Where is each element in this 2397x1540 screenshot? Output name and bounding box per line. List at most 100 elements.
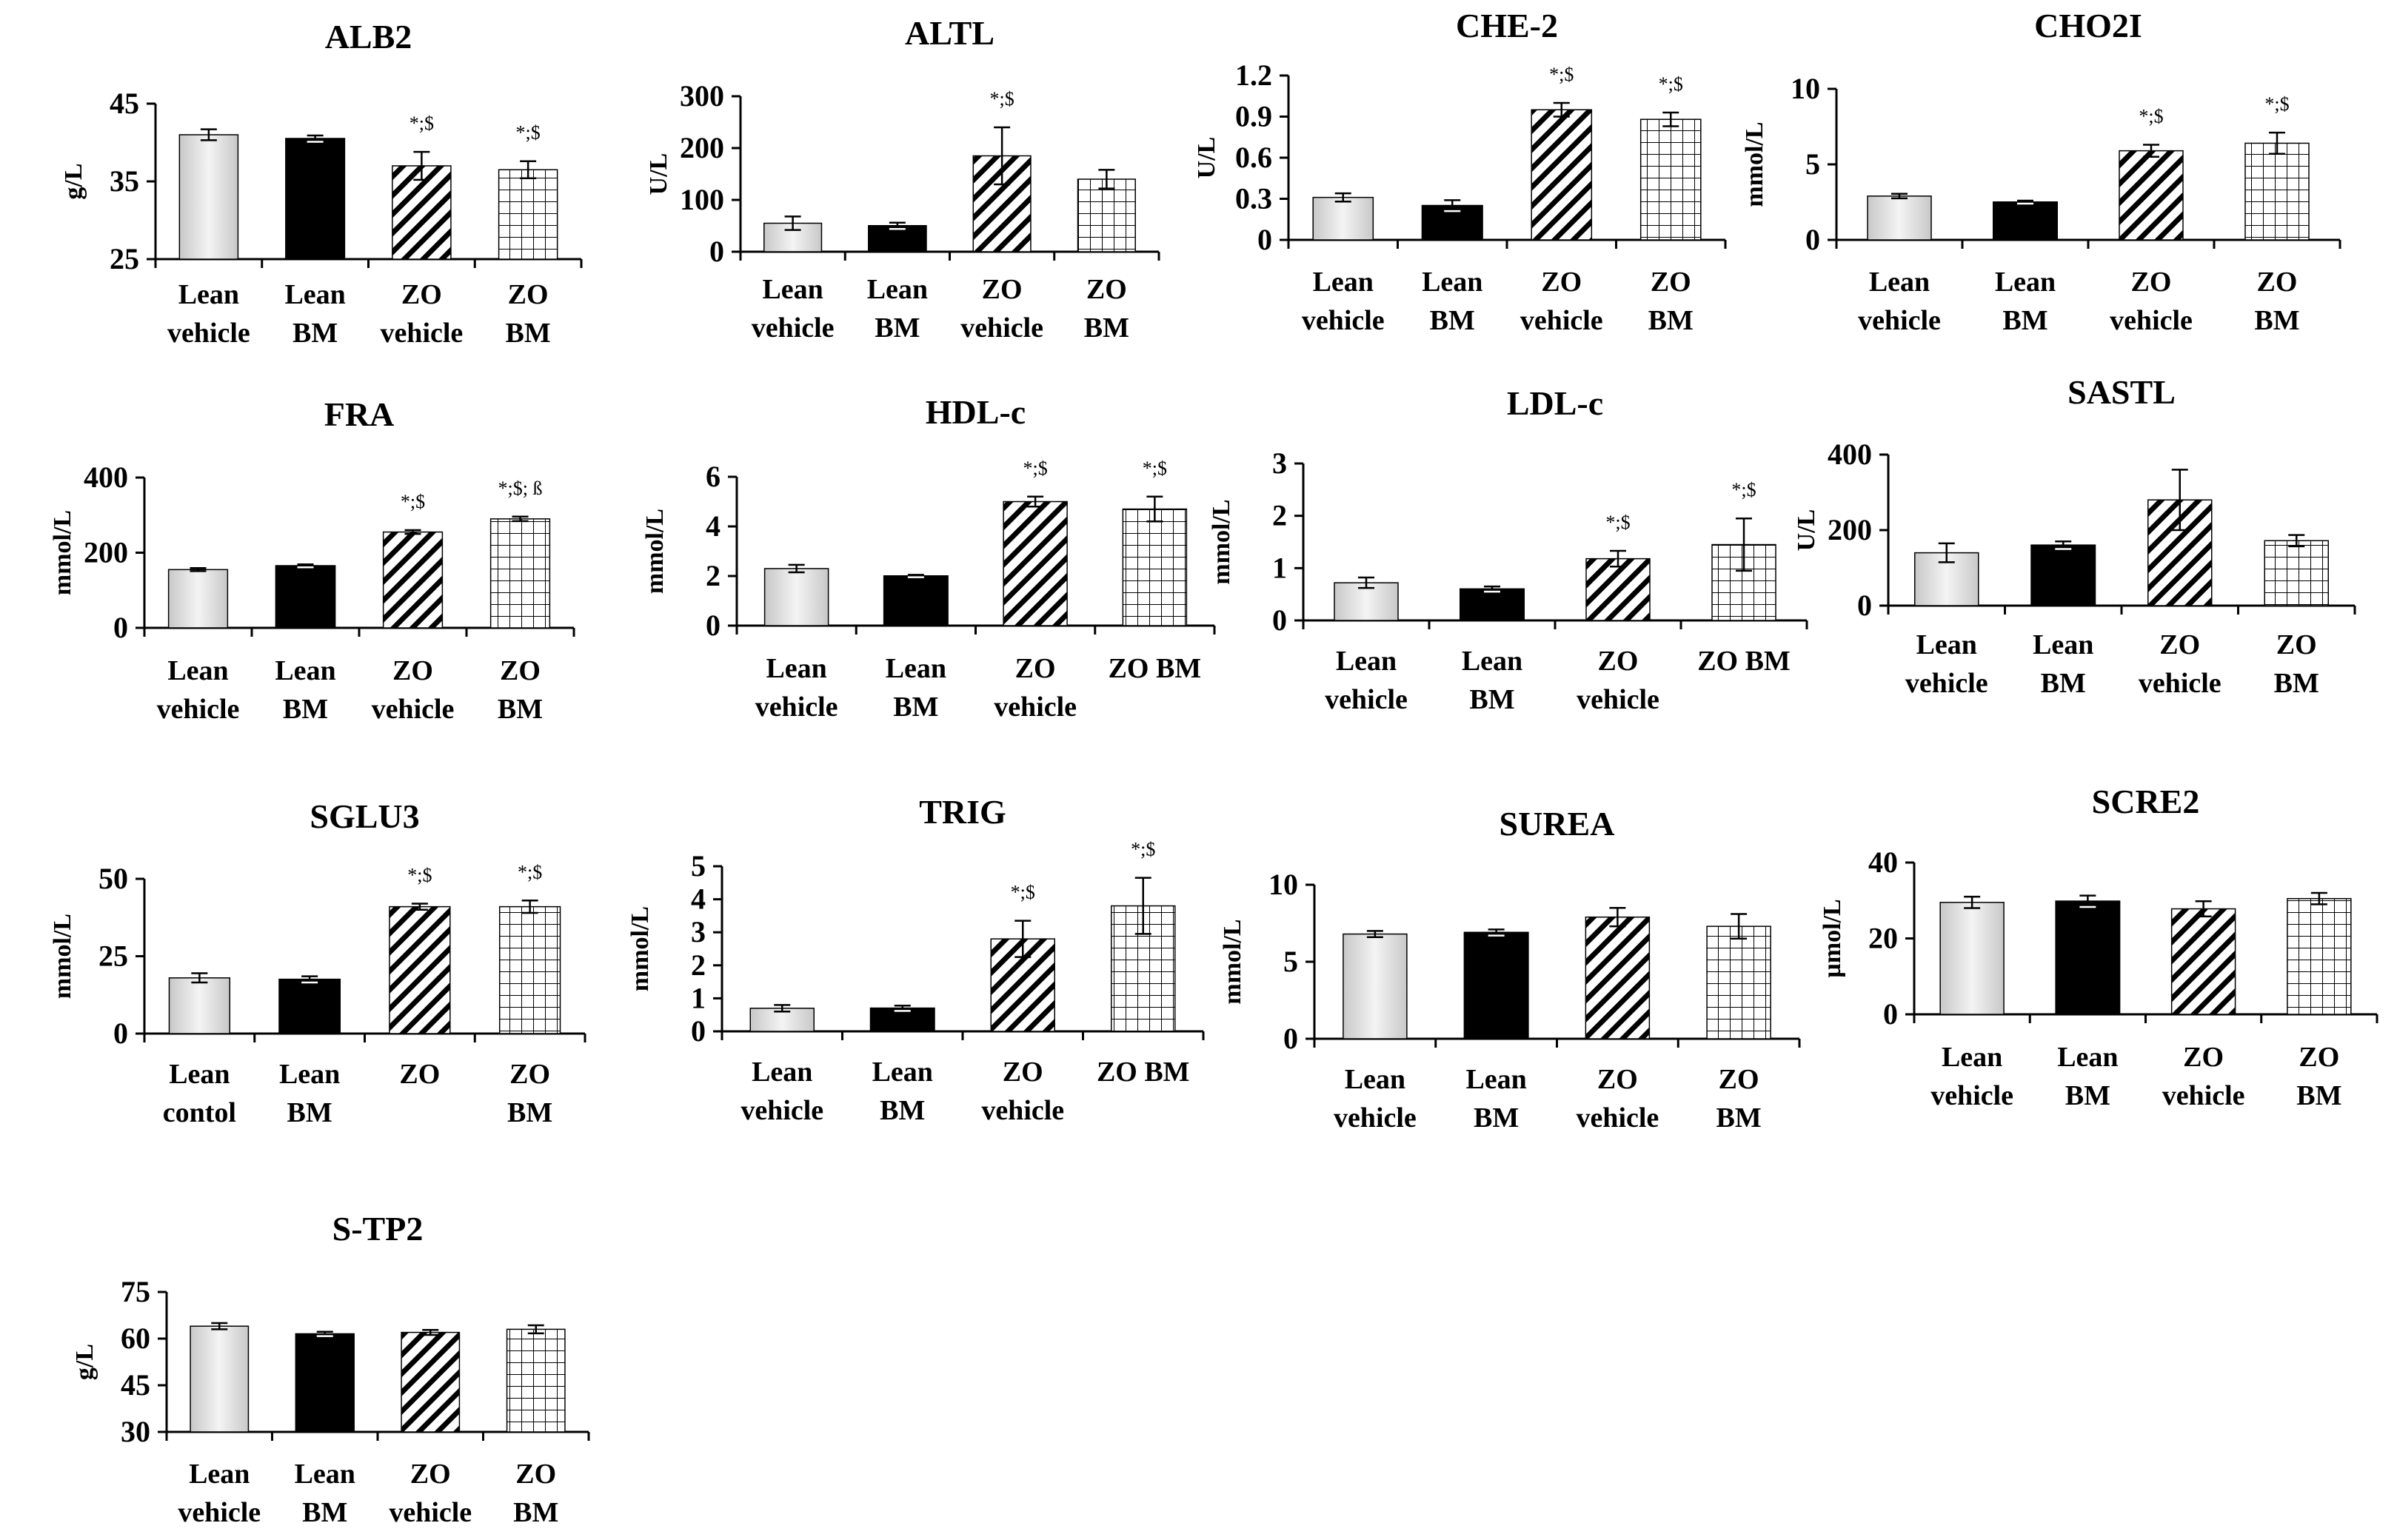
bar-light-gray-fill bbox=[190, 1325, 250, 1433]
bar-light-gray-fill bbox=[1867, 195, 1932, 241]
x-category-label: vehicle bbox=[167, 318, 250, 349]
x-category-label: BM bbox=[1084, 312, 1129, 344]
bar-grid-hatch bbox=[498, 905, 561, 1034]
y-tick-label: 0 bbox=[1272, 603, 1287, 637]
bar-diagonal-hatch bbox=[389, 905, 451, 1034]
y-axis-label: U/L bbox=[1793, 509, 1820, 552]
significance-label: *;$ bbox=[1011, 882, 1035, 903]
significance-label: *;$ bbox=[990, 88, 1014, 110]
x-category-label: Lean bbox=[762, 274, 823, 305]
y-tick-label: 45 bbox=[110, 87, 139, 120]
y-axis-label: mmol/L bbox=[1208, 499, 1235, 584]
y-tick-label: 0 bbox=[706, 609, 721, 642]
bar-solid-black-fill bbox=[869, 1007, 935, 1033]
x-category-label: vehicle bbox=[2110, 305, 2193, 336]
y-axis-label: mmol/L bbox=[626, 906, 654, 991]
chart-panel-fra: FRA mmol/L 0 200 400 Lean vehicle Lean BM *;$ ZO ve… bbox=[49, 395, 575, 725]
y-tick-label: 0 bbox=[113, 1017, 128, 1050]
x-category-label: BM bbox=[2065, 1080, 2110, 1111]
x-category-label: ZO bbox=[1086, 274, 1127, 305]
significance-label: *;$ bbox=[2264, 93, 2289, 115]
x-category-label: ZO bbox=[2276, 629, 2317, 660]
x-category-label: vehicle bbox=[389, 1497, 472, 1528]
y-tick-label: 2 bbox=[691, 948, 706, 982]
x-category-label: Lean bbox=[284, 279, 345, 310]
x-category-label: vehicle bbox=[994, 692, 1077, 723]
y-tick-label: 0 bbox=[691, 1014, 706, 1048]
significance-label: *;$ bbox=[401, 491, 425, 512]
x-category-label: Lean bbox=[867, 274, 928, 305]
x-category-label: ZO bbox=[1597, 1064, 1638, 1095]
bar-grid-hatch bbox=[2287, 897, 2352, 1015]
bar-solid-black-fill bbox=[285, 138, 346, 260]
x-category-label: ZO bbox=[508, 279, 549, 310]
x-category-label: Lean bbox=[1336, 646, 1397, 677]
y-tick-label: 4 bbox=[691, 883, 706, 916]
y-tick-label: 200 bbox=[680, 131, 724, 164]
y-tick-label: 200 bbox=[84, 536, 128, 569]
bar-light-gray-fill bbox=[1334, 582, 1399, 621]
x-category-label: Lean bbox=[872, 1057, 933, 1088]
x-category-label: ZO bbox=[515, 1459, 556, 1490]
bar-solid-black-fill bbox=[1463, 931, 1529, 1040]
y-tick-label: 100 bbox=[680, 183, 724, 216]
y-tick-label: 0.3 bbox=[1235, 182, 1272, 215]
x-category-label: BM bbox=[287, 1097, 332, 1128]
x-category-label: vehicle bbox=[178, 1497, 261, 1528]
x-category-label: BM bbox=[893, 692, 938, 723]
significance-label: *;$ bbox=[2139, 105, 2163, 127]
y-tick-label: 400 bbox=[1828, 438, 1872, 471]
significance-label: *;$ bbox=[407, 864, 432, 886]
x-category-label: ZO bbox=[401, 279, 442, 310]
significance-label: *;$ bbox=[1659, 73, 1683, 95]
y-tick-label: 40 bbox=[1868, 846, 1898, 879]
x-category-label: vehicle bbox=[752, 312, 835, 344]
x-category-label: BM bbox=[507, 1097, 552, 1128]
bar-light-gray-fill bbox=[763, 222, 823, 252]
x-category-label: vehicle bbox=[372, 694, 455, 725]
y-tick-label: 0.6 bbox=[1235, 141, 1272, 174]
y-tick-label: 5 bbox=[691, 849, 706, 883]
x-category-label: Lean bbox=[1465, 1064, 1526, 1095]
y-tick-label: 10 bbox=[1268, 868, 1298, 901]
y-axis-label: mmol/L bbox=[1219, 919, 1246, 1004]
bar-diagonal-hatch bbox=[1531, 109, 1593, 241]
chart-title: ALTL bbox=[905, 14, 994, 52]
y-tick-label: 3 bbox=[691, 915, 706, 948]
bar-solid-black-fill bbox=[2030, 544, 2096, 607]
chart-panel-s-tp2: S-TP2 g/L 30 45 60 75 Lean vehicle Lean BM ZO vehic… bbox=[71, 1210, 590, 1528]
x-category-label: ZO bbox=[1598, 646, 1639, 677]
bar-solid-black-fill bbox=[1993, 201, 2058, 241]
y-axis-label: g/L bbox=[71, 1344, 98, 1380]
y-tick-label: 0.9 bbox=[1235, 100, 1272, 133]
bar-light-gray-fill bbox=[763, 568, 829, 626]
x-category-label: ZO bbox=[1719, 1064, 1759, 1095]
x-category-label: BM bbox=[2002, 305, 2047, 336]
x-category-label: vehicle bbox=[157, 694, 240, 725]
chart-title: LDL-c bbox=[1507, 384, 1603, 422]
bar-light-gray-fill bbox=[1343, 933, 1408, 1040]
y-axis-label: U/L bbox=[1193, 137, 1220, 179]
bar-diagonal-hatch bbox=[972, 155, 1032, 252]
x-category-label: ZO bbox=[982, 274, 1023, 305]
y-tick-label: 75 bbox=[121, 1275, 150, 1308]
y-axis-label: mmol/L bbox=[641, 509, 669, 594]
x-category-label: ZO bbox=[2299, 1042, 2339, 1073]
x-category-label: ZO bbox=[1015, 653, 1056, 684]
chart-title: FRA bbox=[324, 395, 395, 433]
y-tick-label: 45 bbox=[121, 1368, 150, 1402]
x-category-label: Lean bbox=[295, 1459, 355, 1490]
x-category-label: vehicle bbox=[1576, 1102, 1659, 1134]
bar-grid-hatch bbox=[2264, 540, 2329, 606]
x-category-label: BM bbox=[302, 1497, 347, 1528]
x-category-label: ZO bbox=[392, 655, 433, 686]
significance-label: *;$ bbox=[409, 113, 434, 134]
x-category-label: BM bbox=[1474, 1102, 1519, 1134]
bar-diagonal-hatch bbox=[1585, 916, 1651, 1040]
y-tick-label: 0 bbox=[1283, 1022, 1298, 1055]
x-category-label: ZO BM bbox=[1097, 1057, 1190, 1088]
x-category-label: Lean bbox=[766, 653, 826, 684]
x-category-label: ZO bbox=[1541, 267, 1582, 298]
bar-diagonal-hatch bbox=[392, 165, 452, 260]
